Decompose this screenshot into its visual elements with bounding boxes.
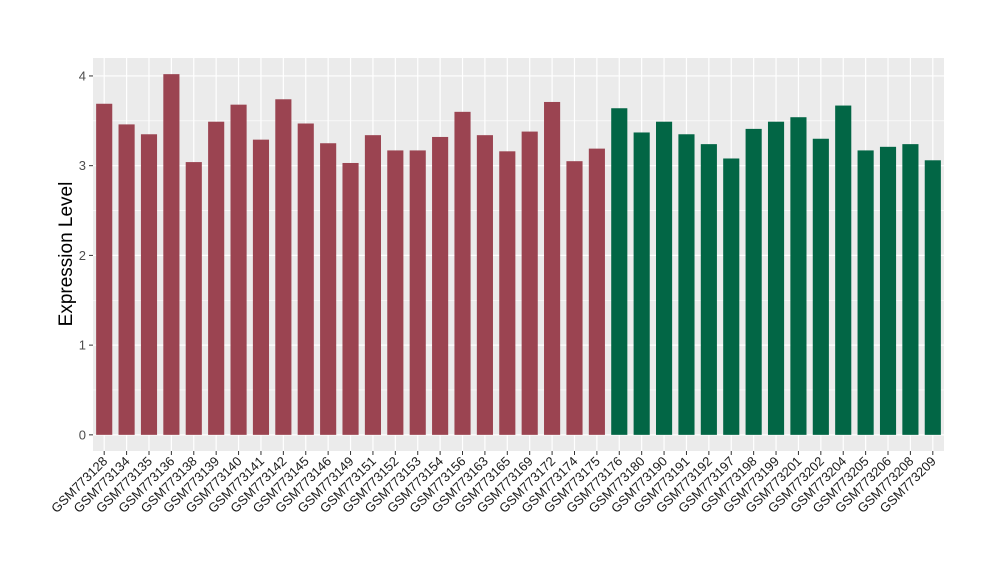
y-tick-label: 4	[79, 68, 86, 83]
bars	[96, 74, 941, 435]
y-tick-label: 2	[79, 248, 86, 263]
bar-GSM773191	[678, 134, 695, 435]
bar-GSM773201	[790, 117, 807, 435]
y-tick-label: 0	[79, 427, 86, 442]
bar-GSM773169	[521, 131, 538, 435]
bar-GSM773153	[409, 150, 426, 435]
bar-GSM773149	[342, 162, 359, 435]
bar-GSM773208	[902, 144, 919, 435]
bar-GSM773135	[140, 134, 158, 435]
bar-GSM773140	[230, 104, 247, 435]
bar-GSM773146	[320, 143, 337, 435]
bar-GSM773138	[185, 162, 202, 435]
bar-GSM773209	[924, 160, 941, 435]
bar-GSM773141	[252, 139, 270, 435]
bar-GSM773202	[812, 138, 829, 435]
bar-GSM773175	[588, 148, 605, 435]
bar-GSM773165	[499, 151, 516, 435]
bar-GSM773198	[745, 128, 762, 435]
bar-GSM773128	[96, 103, 113, 435]
bar-GSM773176	[611, 108, 628, 435]
bar-GSM773190	[656, 121, 673, 435]
bar-GSM773156	[454, 111, 471, 435]
bar-GSM773199	[767, 121, 785, 435]
bar-GSM773134	[118, 124, 135, 435]
bar-GSM773154	[432, 136, 449, 435]
bar-GSM773180	[633, 132, 650, 435]
bar-GSM773205	[857, 150, 874, 435]
bar-GSM773163	[476, 135, 493, 435]
bar-GSM773174	[566, 161, 583, 435]
bar-GSM773197	[723, 158, 740, 435]
bar-GSM773172	[544, 101, 561, 435]
x-axis: GSM773128GSM773134GSM773135GSM773136GSM7…	[48, 451, 939, 516]
bar-GSM773145	[297, 123, 314, 435]
bar-GSM773136	[163, 74, 180, 435]
y-tick-label: 1	[79, 338, 86, 353]
y-axis-title: Expression Level	[56, 182, 77, 327]
bar-GSM773151	[364, 135, 381, 435]
bar-GSM773139	[208, 121, 225, 435]
y-axis: 0 1 2 3 4	[79, 68, 93, 442]
bar-GSM773142	[275, 99, 292, 435]
bar-GSM773204	[835, 105, 852, 435]
y-tick-label: 3	[79, 158, 86, 173]
bar-GSM773152	[387, 150, 404, 435]
bar-GSM773192	[700, 144, 717, 435]
bar-GSM773206	[879, 146, 897, 435]
